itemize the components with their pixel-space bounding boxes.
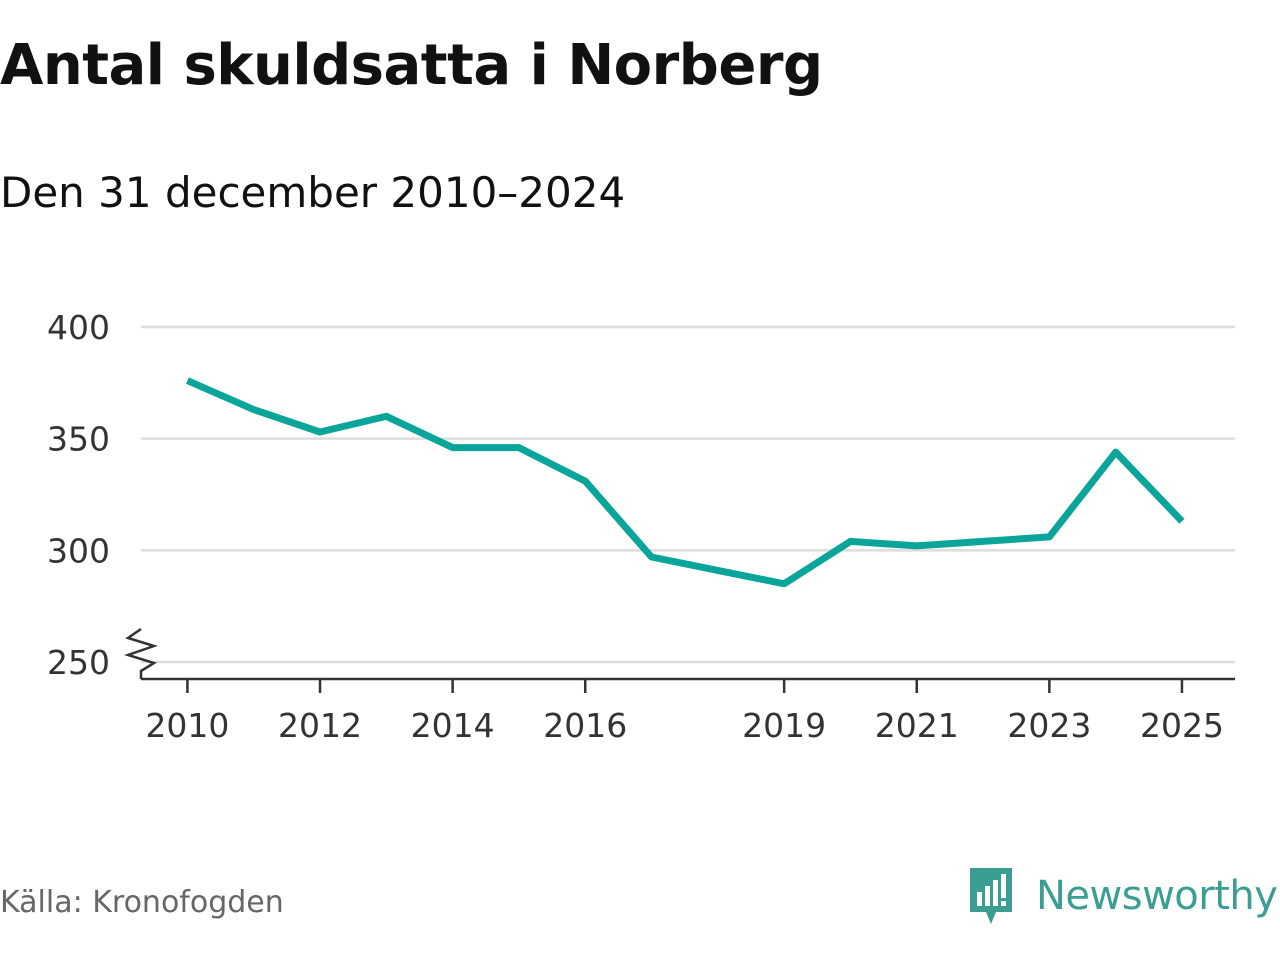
x-tick-label-2025: 2025	[1140, 706, 1224, 745]
x-tick-label-2010: 2010	[145, 706, 229, 745]
x-tick-label-2019: 2019	[742, 706, 826, 745]
source-note: Källa: Kronofogden	[0, 885, 284, 920]
tick-labels: 250 300 350 400 2010 2012 2014 2016 2019 2021 2023…	[47, 308, 1224, 745]
y-tick-label-250: 250	[47, 643, 110, 682]
x-tick-label-2021: 2021	[875, 706, 959, 745]
x-tick-label-2016: 2016	[543, 706, 627, 745]
axis-break	[123, 627, 159, 679]
x-tick-label-2014: 2014	[411, 706, 495, 745]
y-tick-label-300: 300	[47, 531, 110, 570]
chart-subtitle: Den 31 december 2010–2024	[0, 168, 626, 217]
x-axis	[123, 627, 1235, 693]
chart-title: Antal skuldsatta i Norberg	[0, 33, 823, 98]
brand-logo: Newsworthy	[966, 866, 1278, 926]
brand-name: Newsworthy	[1036, 873, 1278, 919]
x-tick-label-2012: 2012	[278, 706, 362, 745]
series-line-0	[185, 377, 1185, 588]
y-tick-label-350: 350	[47, 420, 110, 459]
series-layer	[185, 377, 1185, 588]
x-tick-label-2023: 2023	[1007, 706, 1091, 745]
y-tick-label-400: 400	[47, 308, 110, 347]
newsworthy-logo-icon	[970, 868, 1012, 924]
grid-lines	[141, 325, 1235, 664]
